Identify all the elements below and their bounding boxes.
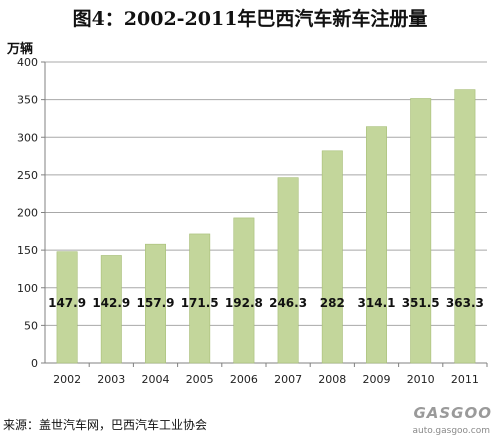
data-label: 171.5 — [181, 296, 219, 310]
bar — [366, 126, 387, 364]
bar-chart: 0 50 100 150 200 250 300 350 400 2002 147.9 2003 142… — [17, 56, 488, 386]
y-tick-label: 300 — [17, 131, 38, 144]
bar — [454, 89, 476, 364]
bar — [145, 243, 166, 364]
x-tick-label: 2002 — [53, 373, 81, 386]
data-label: 314.1 — [358, 296, 396, 310]
y-tick-label: 200 — [17, 207, 38, 220]
bar — [321, 150, 343, 364]
data-label: 147.9 — [48, 296, 86, 310]
y-tick-label: 0 — [31, 357, 38, 370]
x-tick-label: 2011 — [451, 373, 479, 386]
gasgoo-watermark: GASGOO auto.gasgoo.com — [412, 402, 496, 436]
data-label: 351.5 — [402, 296, 440, 310]
y-tick-label: 250 — [17, 169, 38, 182]
chart-title: 图4：2002-2011年巴西汽车新车注册量 — [72, 8, 428, 30]
data-label: 157.9 — [137, 296, 175, 310]
x-tick-label: 2010 — [407, 373, 435, 386]
y-tick-label: 400 — [17, 56, 38, 69]
y-tick-label: 100 — [17, 282, 38, 295]
bar — [410, 98, 432, 364]
y-tick-label: 150 — [17, 244, 38, 257]
watermark-logo: GASGOO — [413, 404, 492, 422]
data-label: 363.3 — [446, 296, 484, 310]
bar — [189, 233, 211, 364]
x-tick-label: 2007 — [274, 373, 302, 386]
x-tick-label: 2004 — [142, 373, 170, 386]
data-label: 142.9 — [92, 296, 130, 310]
x-tick-label: 2008 — [318, 373, 346, 386]
x-tick-label: 2005 — [186, 373, 214, 386]
y-axis-label: 万辆 — [7, 42, 34, 57]
bar — [233, 217, 255, 364]
x-tick-label: 2003 — [97, 373, 125, 386]
bar — [277, 177, 299, 364]
source-note: 来源：盖世汽车网，巴西汽车工业协会 — [3, 418, 208, 432]
x-tick-label: 2009 — [363, 373, 391, 386]
y-tick-label: 350 — [17, 94, 38, 107]
bar — [56, 251, 78, 364]
watermark-url: auto.gasgoo.com — [412, 426, 490, 436]
data-label: 246.3 — [269, 296, 307, 310]
data-label: 282 — [320, 296, 345, 310]
y-tick-label: 50 — [24, 319, 38, 332]
bar — [100, 255, 122, 364]
data-label: 192.8 — [225, 296, 263, 310]
x-tick-label: 2006 — [230, 373, 258, 386]
